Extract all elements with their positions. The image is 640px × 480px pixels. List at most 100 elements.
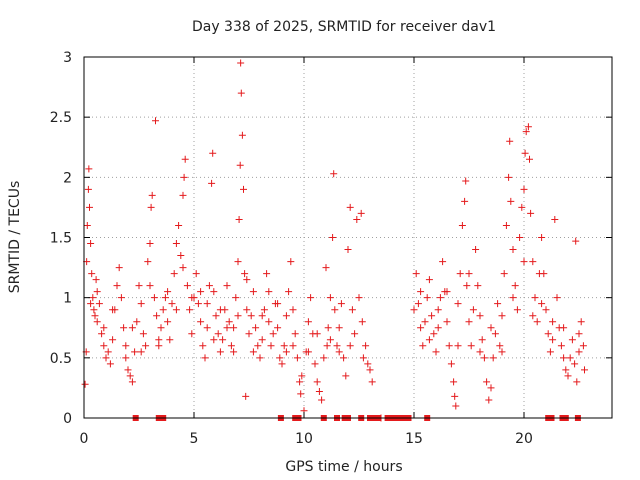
data-point — [425, 276, 433, 284]
data-point — [81, 380, 89, 388]
data-point — [571, 360, 579, 368]
x-tick-label: 15 — [405, 431, 423, 447]
data-point — [157, 324, 165, 332]
data-point — [155, 342, 163, 350]
data-point — [362, 342, 370, 350]
data-point — [509, 294, 517, 302]
data-point — [146, 240, 154, 248]
data-point — [131, 348, 139, 356]
data-point — [230, 348, 238, 356]
data-point — [210, 336, 218, 344]
data-point — [436, 294, 444, 302]
data-point — [434, 306, 442, 314]
data-point — [192, 270, 200, 278]
data-point — [243, 276, 251, 284]
data-point — [368, 378, 376, 386]
data-point — [318, 396, 326, 404]
data-point — [304, 318, 312, 326]
data-point — [90, 306, 98, 314]
y-tick-label: 1 — [63, 291, 72, 307]
data-point — [230, 324, 238, 332]
data-point — [335, 324, 343, 332]
data-point — [333, 342, 341, 350]
data-point — [269, 330, 277, 338]
data-point — [549, 336, 557, 344]
data-point — [287, 258, 295, 266]
data-point — [186, 306, 194, 314]
data-point — [95, 300, 103, 308]
data-point — [538, 234, 546, 241]
marks-layer — [81, 59, 588, 422]
data-point — [144, 258, 152, 266]
x-tick-label: 5 — [190, 431, 199, 447]
data-point — [461, 197, 469, 205]
data-point — [439, 258, 447, 266]
data-point — [212, 312, 220, 320]
data-point — [92, 276, 100, 284]
data-point — [483, 378, 491, 386]
data-point — [434, 324, 442, 332]
data-point — [575, 348, 583, 356]
data-point — [414, 300, 422, 308]
data-point — [238, 131, 246, 139]
data-point — [249, 288, 257, 296]
data-point — [358, 318, 366, 326]
data-point — [135, 282, 143, 290]
data-point — [346, 342, 354, 350]
data-point — [117, 294, 125, 302]
data-point — [342, 372, 350, 380]
data-point — [91, 312, 99, 320]
data-point — [423, 294, 431, 302]
data-point — [491, 330, 499, 338]
data-point — [276, 354, 284, 362]
data-point — [326, 294, 334, 302]
data-point — [124, 366, 132, 374]
y-tick-label: 0.5 — [50, 351, 72, 367]
data-point — [225, 318, 233, 326]
data-point — [199, 342, 207, 350]
data-point — [179, 264, 187, 272]
data-point — [181, 155, 189, 163]
data-point — [581, 366, 588, 374]
y-tick-label: 3 — [63, 50, 72, 66]
data-point — [85, 165, 93, 173]
data-point — [474, 282, 482, 290]
data-point — [153, 312, 161, 320]
data-point — [243, 306, 251, 314]
y-tick-label: 2 — [63, 170, 72, 186]
data-point — [113, 282, 121, 290]
data-point — [311, 360, 319, 368]
data-point — [579, 342, 587, 350]
data-point — [104, 348, 112, 356]
data-point — [496, 342, 504, 350]
data-point — [454, 342, 462, 350]
data-point — [417, 324, 425, 332]
data-point — [447, 360, 455, 368]
data-point — [216, 306, 224, 314]
data-point — [417, 288, 425, 296]
data-point — [298, 372, 306, 380]
data-point — [265, 288, 273, 296]
data-point — [84, 185, 92, 193]
data-point — [258, 312, 266, 320]
data-point — [320, 354, 328, 362]
data-point — [208, 179, 216, 187]
x-axis-label: GPS time / hours — [285, 459, 402, 475]
data-point — [234, 258, 242, 266]
data-point — [148, 191, 156, 199]
data-point — [443, 288, 451, 296]
data-point — [498, 312, 506, 320]
data-point — [430, 330, 438, 338]
data-point — [109, 306, 117, 314]
data-point — [172, 306, 180, 314]
data-point — [159, 306, 167, 314]
data-point — [518, 203, 526, 211]
data-point — [353, 215, 361, 223]
data-point — [179, 191, 187, 199]
data-point — [120, 324, 128, 332]
data-point — [540, 270, 548, 278]
data-point — [267, 342, 275, 350]
data-point — [102, 354, 110, 362]
data-point — [282, 312, 290, 320]
